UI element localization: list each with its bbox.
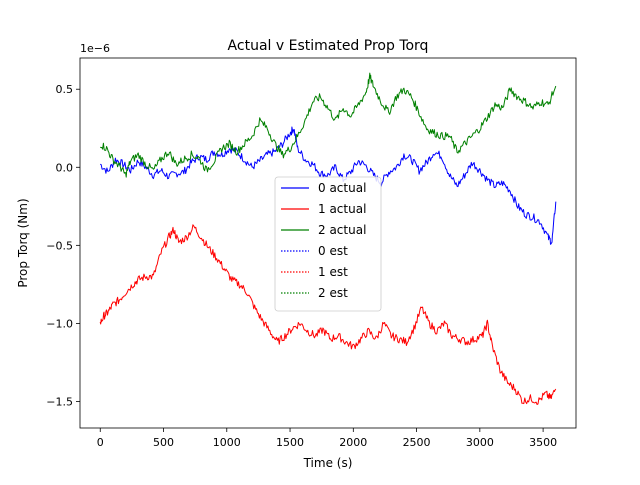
x-axis-label: Time (s) bbox=[303, 456, 353, 470]
x-tick-label: 1500 bbox=[276, 436, 304, 449]
legend-box bbox=[274, 176, 382, 312]
y-axis-label: Prop Torq (Nm) bbox=[16, 198, 30, 287]
legend-label: 2 est bbox=[318, 286, 348, 300]
x-tick-label: 3500 bbox=[529, 436, 557, 449]
legend: 0 actual 1 actual 2 actual 0 est 1 est 2 est bbox=[274, 176, 382, 312]
series-line-2-actual bbox=[100, 72, 557, 178]
y-tick-label: 0.0 bbox=[56, 161, 74, 174]
x-axis: 0 500 1000 1500 2000 2500 3000 3500 bbox=[97, 428, 557, 449]
legend-label: 2 actual bbox=[318, 223, 366, 237]
x-tick-label: 500 bbox=[153, 436, 174, 449]
y-tick-label: −0.5 bbox=[46, 239, 73, 252]
plot-frame bbox=[79, 57, 577, 429]
series-layer bbox=[99, 72, 557, 405]
legend-label: 0 actual bbox=[318, 181, 366, 195]
x-tick-label: 2000 bbox=[339, 436, 367, 449]
x-tick-label: 3000 bbox=[466, 436, 494, 449]
x-tick-label: 2500 bbox=[403, 436, 431, 449]
y-axis: −1.5 −1.0 −0.5 0.0 0.5 bbox=[46, 83, 80, 408]
legend-label: 1 actual bbox=[318, 202, 366, 216]
chart-title: Actual v Estimated Prop Torq bbox=[228, 38, 429, 54]
y-offset-label: 1e−6 bbox=[80, 42, 110, 55]
x-tick-label: 0 bbox=[97, 436, 104, 449]
legend-label: 1 est bbox=[318, 265, 348, 279]
series-line-0-actual bbox=[99, 126, 557, 245]
legend-label: 0 est bbox=[318, 244, 348, 258]
x-tick-label: 1000 bbox=[213, 436, 241, 449]
y-tick-label: 0.5 bbox=[56, 83, 74, 96]
y-tick-label: −1.0 bbox=[46, 317, 73, 330]
series-line-1-actual bbox=[99, 224, 557, 405]
y-tick-label: −1.5 bbox=[46, 395, 73, 408]
